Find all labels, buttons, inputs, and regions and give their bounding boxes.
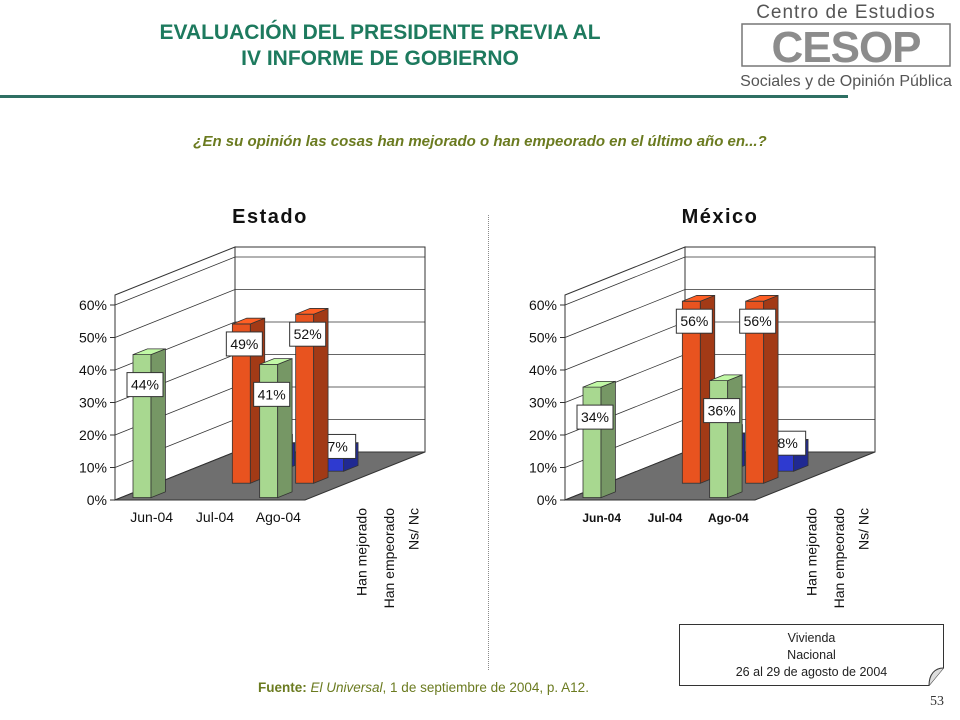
x-tick-label: Ago-04	[708, 511, 749, 525]
x-tick-label: Jul-04	[196, 509, 234, 525]
source-publication: El Universal	[310, 680, 383, 695]
logo-line-2: Sociales y de Opinión Pública	[740, 73, 952, 90]
bar-han-mejorado-ago-04	[259, 357, 293, 499]
data-label: 56%	[744, 313, 772, 329]
data-label-box	[126, 372, 164, 398]
y-tick-label: 10%	[529, 460, 557, 476]
bar-top	[709, 374, 743, 381]
bar-han-mejorado-jun-04	[132, 348, 166, 499]
bar-han-mejorado-ago-04	[709, 374, 743, 499]
bar-top	[745, 295, 779, 302]
page-title: EVALUACIÓN DEL PRESIDENTE PREVIA AL IV I…	[90, 20, 670, 72]
bar-top	[682, 295, 715, 302]
chart-title: México	[682, 206, 759, 228]
gridline	[564, 289, 875, 338]
chart-mexico: México 0% 10% 20% 30% 40% 50% 60% Jun-04 Jul-04 Ag…	[529, 206, 876, 609]
bar-han-mejorado-jun-04	[582, 380, 616, 499]
bar-front	[582, 386, 602, 499]
note-line-1: Vivienda	[787, 631, 836, 645]
source-details: , 1 de septiembre de 2004, p. A12.	[382, 680, 589, 695]
data-label: 36%	[708, 403, 736, 419]
note-line-2: Nacional	[787, 648, 836, 662]
bar-side	[727, 374, 743, 499]
x-tick-label: Ago-04	[256, 509, 301, 525]
bar-top	[295, 308, 329, 315]
data-label: 44%	[131, 377, 159, 393]
y-tick-label: 60%	[79, 297, 107, 313]
y-tick-label: 50%	[529, 330, 557, 346]
bar-top	[232, 317, 265, 325]
note-line-3: 26 al 29 de agosto de 2004	[735, 665, 888, 679]
series-label: Han mejorado	[353, 508, 369, 596]
y-tick-label: 60%	[529, 297, 557, 313]
series-label: Ns/ Nc	[856, 508, 872, 550]
data-label: 49%	[230, 336, 258, 352]
y-tick-label: 10%	[79, 460, 107, 476]
bar-han-empeorado-ago-04	[745, 294, 779, 484]
series-label: Han empeorado	[381, 508, 397, 609]
data-label-box	[225, 331, 263, 357]
title-line-2: IV INFORME DE GOBIERNO	[241, 47, 519, 70]
source-label: Fuente:	[258, 680, 307, 695]
data-label: 56%	[680, 313, 708, 329]
source-citation: Fuente: El Universal, 1 de septiembre de…	[258, 680, 589, 695]
logo-line-1: Centro de Estudios	[756, 2, 936, 23]
data-label: 7%	[328, 438, 348, 454]
survey-question: ¿En su opinión las cosas han mejorado o …	[193, 133, 767, 150]
note-box	[679, 624, 944, 686]
bar-side	[277, 357, 293, 499]
data-label: 52%	[294, 326, 322, 342]
x-tick-label: Jun-04	[582, 511, 621, 525]
y-tick-label: 50%	[79, 330, 107, 346]
bar-top	[259, 358, 293, 365]
y-tick-label: 40%	[529, 362, 557, 378]
data-label-box	[739, 308, 777, 334]
y-tick-label: 0%	[537, 492, 557, 508]
data-label-box	[576, 404, 614, 430]
x-tick-label: Jun-04	[130, 509, 173, 525]
bar-side	[150, 348, 166, 499]
note-text: Vivienda Nacional 26 al 29 de agosto de …	[679, 630, 944, 681]
header-divider	[0, 95, 848, 98]
bar-top	[582, 380, 616, 388]
logo-mark: CESOP	[771, 23, 920, 72]
bar-side	[600, 380, 616, 499]
y-tick-label: 0%	[87, 492, 107, 508]
bar-top	[132, 348, 166, 355]
y-tick-label: 20%	[529, 427, 557, 443]
y-tick-label: 30%	[79, 395, 107, 411]
data-label-box	[253, 381, 291, 407]
chart-title: Estado	[232, 206, 308, 228]
series-label: Ns/ Nc	[406, 508, 422, 550]
data-label: 41%	[258, 386, 286, 402]
bar-han-empeorado-ago-04	[295, 307, 329, 484]
data-label: 34%	[581, 409, 609, 425]
y-tick-label: 40%	[79, 362, 107, 378]
y-tick-label: 20%	[79, 427, 107, 443]
series-label: Han empeorado	[831, 508, 847, 609]
y-tick-label: 30%	[529, 395, 557, 411]
chart-estado: Estado 0% 10% 20% 30% 40% 50% 60% Jun-04 Jul-04 Ag…	[79, 206, 426, 609]
series-label: Han mejorado	[803, 508, 819, 596]
gridline	[114, 256, 425, 306]
data-label: 8%	[778, 435, 798, 451]
data-label-box	[289, 321, 327, 347]
data-label-box	[703, 398, 741, 424]
gridline	[114, 289, 425, 338]
page-number: 53	[930, 694, 944, 709]
data-label-box	[675, 308, 713, 334]
cesop-logo: Centro de Estudios CESOP Sociales y de O…	[736, 0, 956, 95]
gridline	[564, 256, 875, 306]
chart-divider	[488, 215, 489, 670]
title-line-1: EVALUACIÓN DEL PRESIDENTE PREVIA AL	[159, 21, 601, 44]
x-tick-label: Jul-04	[648, 511, 683, 525]
